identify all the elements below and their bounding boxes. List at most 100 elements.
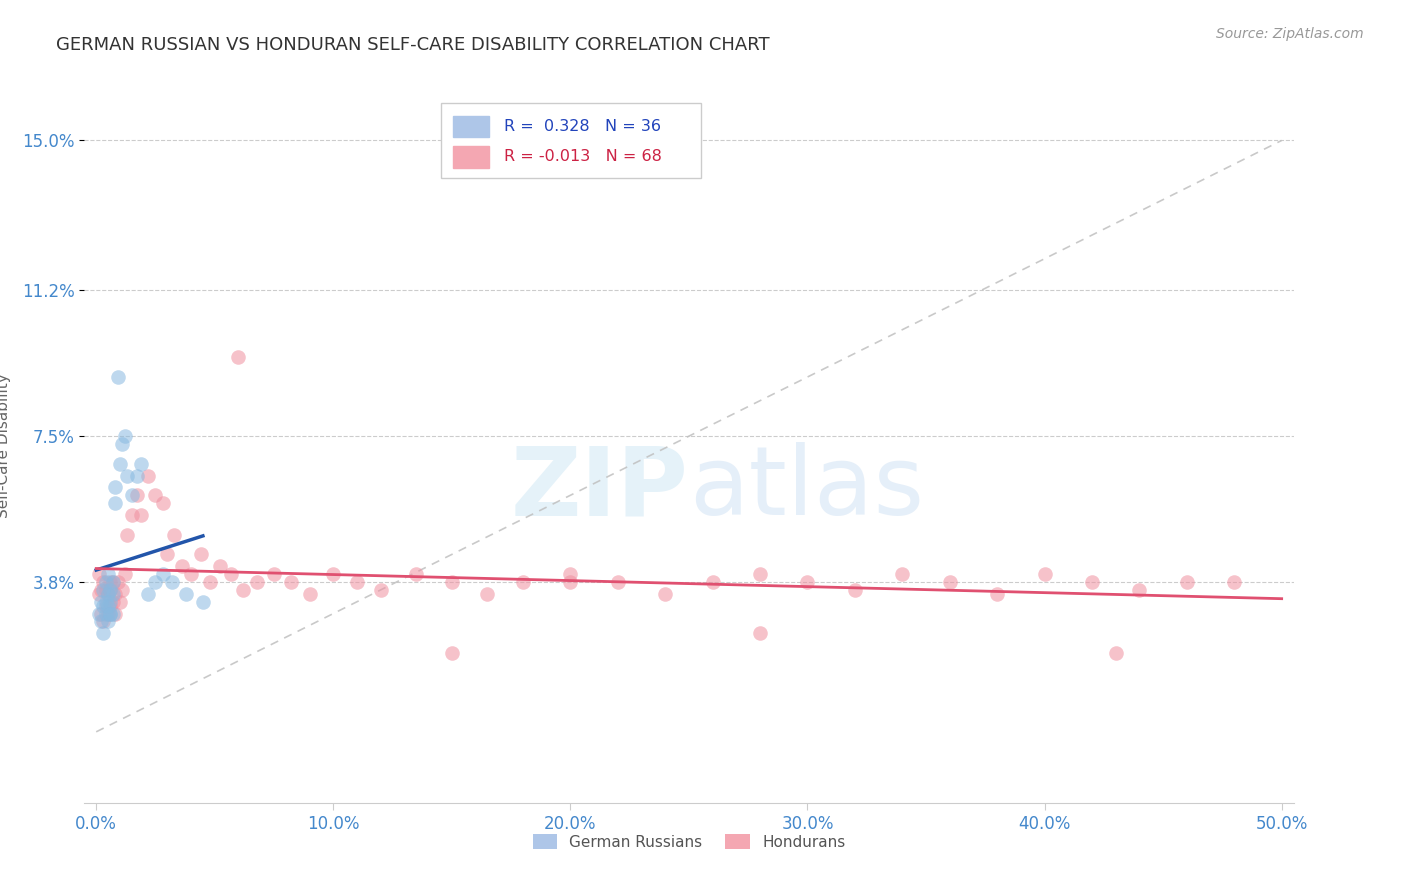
Point <box>512 574 534 589</box>
Point <box>152 496 174 510</box>
Point <box>100 607 122 621</box>
Point <box>100 574 122 589</box>
Point <box>176 587 198 601</box>
Point <box>125 488 148 502</box>
Point <box>97 587 120 601</box>
Text: ZIP: ZIP <box>510 442 689 535</box>
Point <box>370 582 392 597</box>
Point <box>90 595 112 609</box>
Y-axis label: Self-Care Disability: Self-Care Disability <box>0 374 11 518</box>
Point <box>97 615 120 629</box>
FancyBboxPatch shape <box>453 116 489 137</box>
Point <box>702 574 724 589</box>
Point <box>246 574 269 589</box>
Point <box>560 574 582 589</box>
Point <box>986 587 1008 601</box>
Point <box>91 582 114 597</box>
Point <box>477 587 499 601</box>
Point <box>280 574 302 589</box>
Point <box>440 646 463 660</box>
Point <box>90 615 112 629</box>
Point <box>606 574 628 589</box>
Point <box>129 508 152 522</box>
Point <box>107 370 129 384</box>
FancyBboxPatch shape <box>453 146 489 168</box>
Point <box>322 567 344 582</box>
Point <box>180 567 202 582</box>
Point <box>1105 646 1128 660</box>
Point <box>844 582 866 597</box>
Point <box>1223 574 1246 589</box>
Point <box>101 607 124 621</box>
Point <box>115 468 138 483</box>
Text: GERMAN RUSSIAN VS HONDURAN SELF-CARE DISABILITY CORRELATION CHART: GERMAN RUSSIAN VS HONDURAN SELF-CARE DIS… <box>56 36 770 54</box>
Text: R =  0.328   N = 36: R = 0.328 N = 36 <box>503 119 661 134</box>
Point <box>91 574 114 589</box>
Point <box>198 574 221 589</box>
Point <box>107 574 129 589</box>
Point <box>191 595 214 609</box>
Point <box>91 626 114 640</box>
Point <box>94 599 117 613</box>
Point <box>91 615 114 629</box>
Point <box>108 457 131 471</box>
Point <box>145 574 167 589</box>
Point <box>170 559 193 574</box>
Point <box>100 582 122 597</box>
Text: R = -0.013   N = 68: R = -0.013 N = 68 <box>503 150 662 164</box>
Point <box>1081 574 1104 589</box>
Point <box>163 527 186 541</box>
Point <box>101 587 124 601</box>
Point <box>97 587 120 601</box>
Point <box>100 582 122 597</box>
Point <box>121 508 143 522</box>
Point <box>111 582 134 597</box>
Point <box>156 548 179 562</box>
Point <box>115 527 138 541</box>
Point <box>104 607 127 621</box>
Point <box>208 559 231 574</box>
Point <box>160 574 183 589</box>
Point <box>91 599 114 613</box>
Point <box>97 567 120 582</box>
Legend: German Russians, Hondurans: German Russians, Hondurans <box>526 828 852 855</box>
Point <box>138 468 160 483</box>
Point <box>90 607 112 621</box>
Point <box>87 607 110 621</box>
Point <box>94 582 117 597</box>
Point <box>1033 567 1056 582</box>
Point <box>97 607 120 621</box>
Point <box>94 607 117 621</box>
Point <box>1128 582 1150 597</box>
Point <box>749 567 772 582</box>
Point <box>1175 574 1198 589</box>
Point <box>221 567 243 582</box>
Point <box>228 351 250 365</box>
Point <box>138 587 160 601</box>
FancyBboxPatch shape <box>441 103 702 178</box>
Point <box>104 587 127 601</box>
Point <box>891 567 914 582</box>
Point <box>101 595 124 609</box>
Point <box>346 574 368 589</box>
Point <box>125 468 148 483</box>
Point <box>749 626 772 640</box>
Point <box>114 429 136 443</box>
Point <box>129 457 152 471</box>
Point <box>94 574 117 589</box>
Point <box>101 574 124 589</box>
Point <box>97 599 120 613</box>
Point <box>111 437 134 451</box>
Point <box>104 480 127 494</box>
Point <box>101 574 124 589</box>
Point <box>560 567 582 582</box>
Point <box>90 582 112 597</box>
Point <box>100 607 122 621</box>
Point <box>405 567 427 582</box>
Text: Source: ZipAtlas.com: Source: ZipAtlas.com <box>1216 27 1364 41</box>
Point <box>263 567 285 582</box>
Point <box>121 488 143 502</box>
Point <box>440 574 463 589</box>
Point <box>94 595 117 609</box>
Point <box>114 567 136 582</box>
